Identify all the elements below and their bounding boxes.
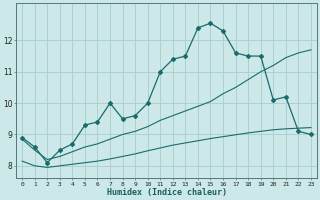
X-axis label: Humidex (Indice chaleur): Humidex (Indice chaleur) [107, 188, 227, 197]
